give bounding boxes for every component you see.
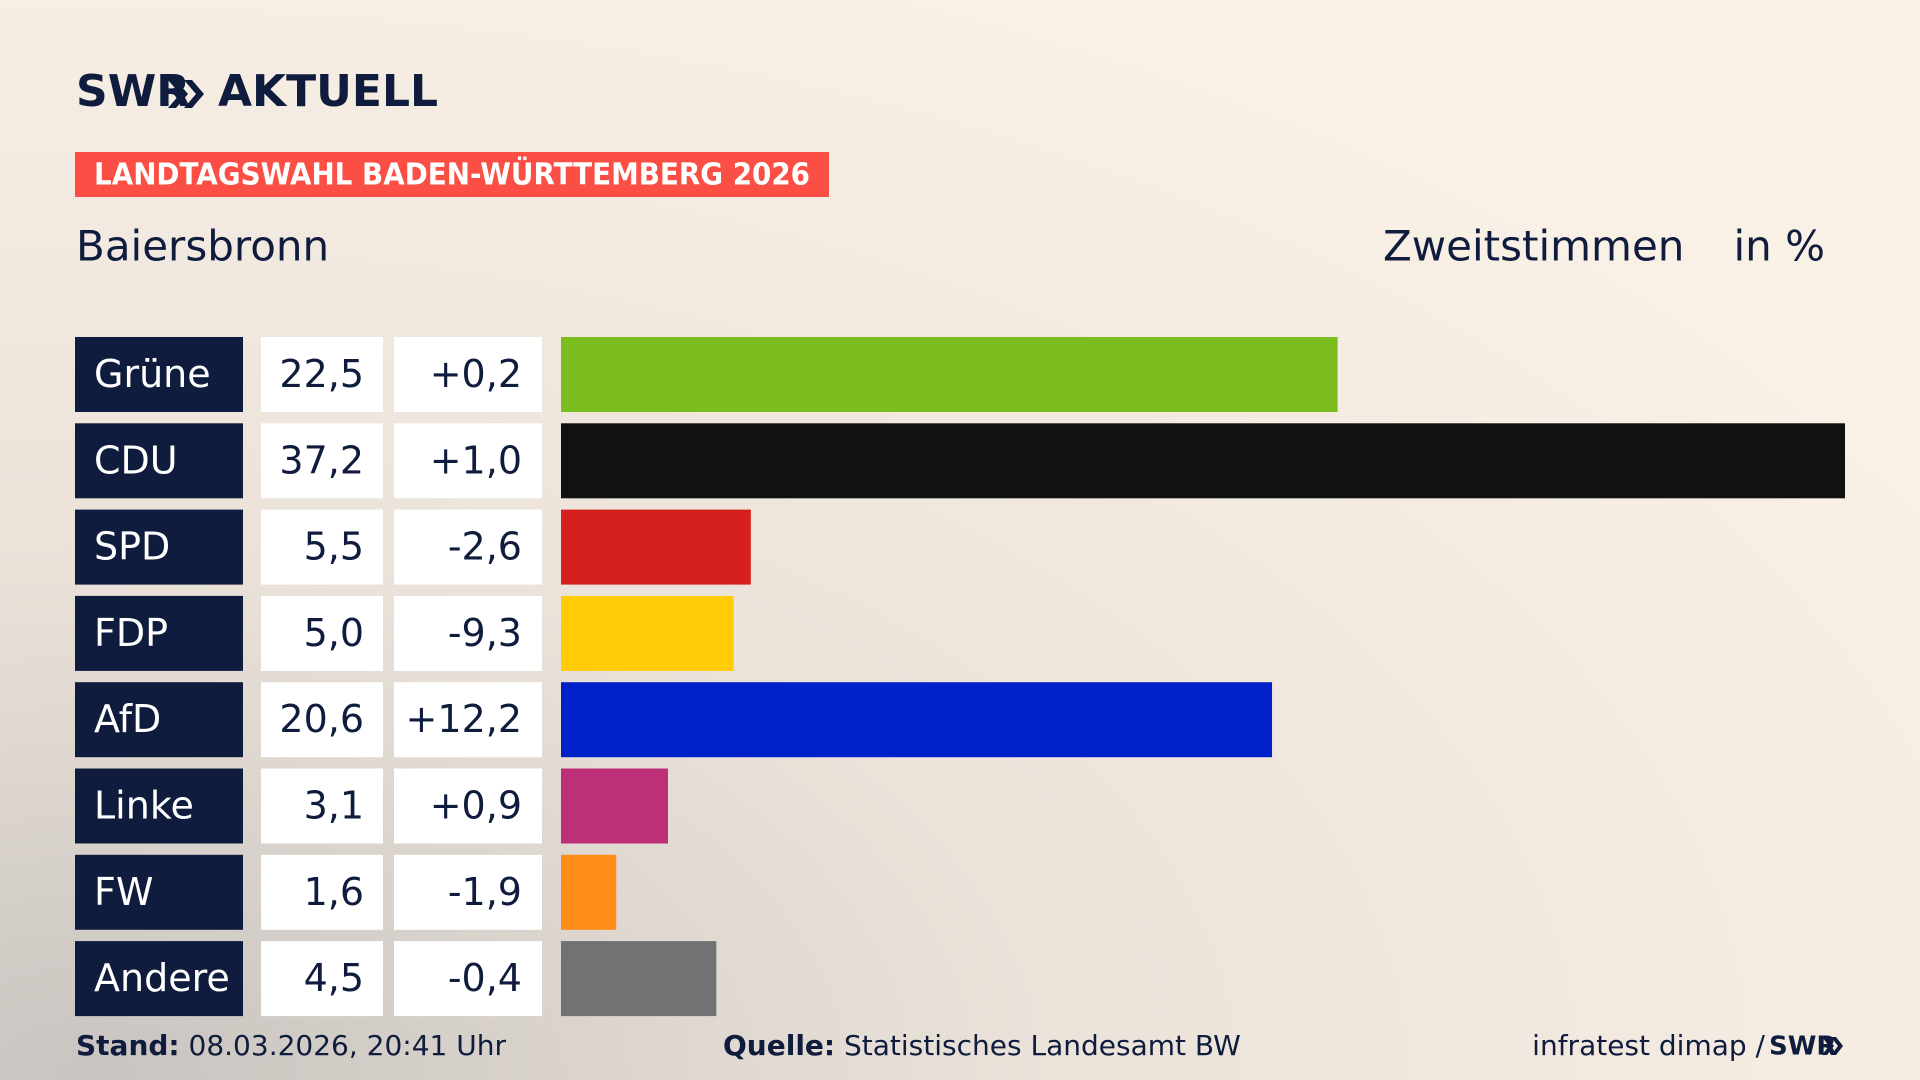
party-label: Linke (94, 784, 194, 828)
bar (561, 854, 617, 930)
change-label: +12,2 (406, 697, 522, 741)
change-box (394, 941, 542, 1017)
change-label: -0,4 (448, 956, 522, 1000)
value-label: 4,5 (304, 956, 364, 1000)
value-label: 22,5 (279, 352, 364, 396)
footer-source: Quelle: Statistisches Landesamt BW (723, 1029, 1241, 1062)
banner-text: LANDTAGSWAHL BADEN-WÜRTTEMBERG 2026 (94, 156, 810, 193)
party-box (75, 423, 243, 499)
value-label: 20,6 (279, 697, 364, 741)
bar (561, 509, 751, 585)
bar (561, 682, 1273, 758)
party-box (75, 682, 243, 758)
change-box (394, 337, 542, 412)
value-label: 3,1 (304, 784, 364, 828)
value-box (261, 509, 383, 585)
source: Statistisches Landesamt BW (844, 1029, 1241, 1062)
value-label: 37,2 (279, 438, 364, 482)
change-box (394, 595, 542, 671)
logo-swr: SWR (76, 66, 190, 117)
bar (561, 595, 734, 671)
value-label: 1,6 (304, 870, 364, 914)
credit-logo: SWR (1769, 1032, 1836, 1062)
party-box (75, 941, 243, 1017)
change-label: +0,2 (430, 352, 522, 396)
value-box (261, 682, 383, 758)
measure: Zweitstimmen (1383, 222, 1684, 271)
change-label: -1,9 (448, 870, 522, 914)
party-label: Andere (94, 956, 230, 1000)
party-box (75, 768, 243, 844)
party-box (75, 595, 243, 671)
party-box (75, 509, 243, 585)
change-box (394, 768, 542, 844)
footer-stand: Stand: 08.03.2026, 20:41 Uhr (76, 1029, 506, 1062)
party-label: Grüne (94, 352, 211, 396)
value-box (261, 941, 383, 1017)
party-box (75, 854, 243, 930)
credit-chevrons (1822, 1037, 1843, 1055)
bar (561, 423, 1845, 499)
party-label: FDP (94, 611, 168, 655)
logo-chevrons (168, 80, 204, 108)
change-label: -9,3 (448, 611, 522, 655)
party-label: FW (94, 870, 153, 914)
party-label: CDU (94, 438, 178, 482)
change-label: +0,9 (430, 784, 522, 828)
logo-aktuell: AKTUELL (218, 66, 438, 117)
stand-label: Stand: (76, 1029, 180, 1062)
bar (561, 337, 1338, 412)
party-label: SPD (94, 525, 170, 569)
change-box (394, 509, 542, 585)
bar (561, 768, 668, 844)
banner (75, 152, 829, 197)
value-label: 5,0 (304, 611, 364, 655)
value-box (261, 423, 383, 499)
source-label: Quelle: (723, 1029, 835, 1062)
party-box (75, 337, 243, 412)
party-label: AfD (94, 697, 161, 741)
value-box (261, 768, 383, 844)
chart-title: Baiersbronn (76, 222, 329, 271)
bar (561, 941, 717, 1017)
change-label: -2,6 (448, 525, 522, 569)
value-label: 5,5 (304, 525, 364, 569)
change-box (394, 854, 542, 930)
value-box (261, 337, 383, 412)
value-box (261, 854, 383, 930)
change-box (394, 682, 542, 758)
change-box (394, 423, 542, 499)
value-box (261, 595, 383, 671)
credit: infratest dimap / (1532, 1029, 1765, 1062)
stand: 08.03.2026, 20:41 Uhr (189, 1029, 507, 1062)
change-label: +1,0 (430, 438, 522, 482)
unit: in % (1733, 222, 1825, 271)
